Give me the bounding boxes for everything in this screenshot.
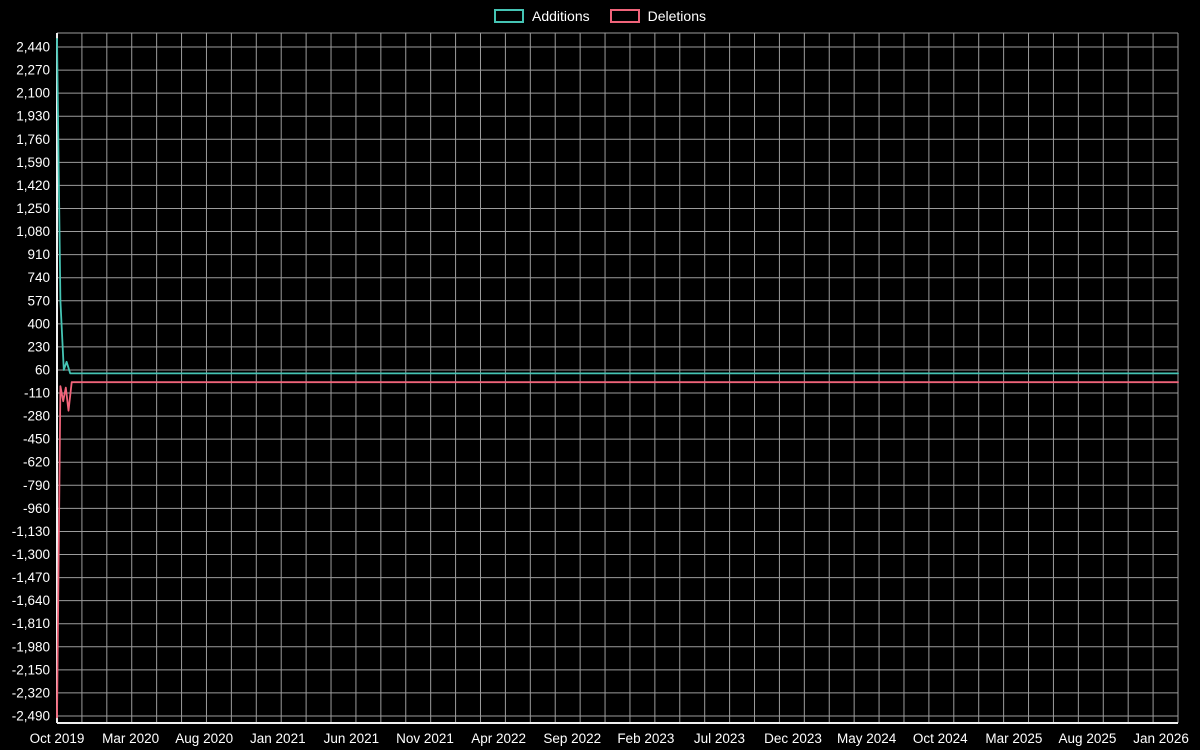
x-tick-label: Feb 2023 (617, 731, 674, 746)
x-tick-label: Jan 2021 (250, 731, 306, 746)
x-tick-label: Sep 2022 (543, 731, 601, 746)
y-tick-label: -2,150 (12, 662, 50, 677)
y-tick-label: -960 (23, 501, 50, 516)
additions-legend-swatch (494, 9, 525, 23)
y-tick-label: -280 (23, 409, 50, 424)
y-tick-label: 1,590 (16, 155, 50, 170)
y-tick-label: -2,320 (12, 685, 50, 700)
y-tick-label: -1,810 (12, 616, 50, 631)
y-tick-label: 2,440 (16, 40, 50, 55)
y-tick-label: 400 (27, 316, 50, 331)
y-tick-label: 910 (27, 247, 50, 262)
x-tick-label: Mar 2020 (102, 731, 159, 746)
y-tick-label: -450 (23, 432, 50, 447)
y-tick-label: -1,470 (12, 570, 50, 585)
legend-item-deletions[interactable]: Deletions (609, 8, 706, 24)
y-tick-label: 230 (27, 339, 50, 354)
y-tick-label: 1,080 (16, 224, 50, 239)
x-tick-label: Aug 2020 (175, 731, 233, 746)
x-tick-label: Apr 2022 (471, 731, 526, 746)
y-tick-label: -1,300 (12, 547, 50, 562)
y-tick-label: 1,420 (16, 178, 50, 193)
y-tick-label: 740 (27, 270, 50, 285)
y-tick-label: -790 (23, 478, 50, 493)
x-tick-label: Jul 2023 (694, 731, 745, 746)
y-tick-label: 1,250 (16, 201, 50, 216)
y-tick-label: -110 (24, 386, 50, 401)
x-tick-label: Oct 2019 (30, 731, 85, 746)
x-tick-label: Oct 2024 (913, 731, 968, 746)
x-tick-label: Mar 2025 (985, 731, 1042, 746)
x-tick-label: Nov 2021 (396, 731, 454, 746)
x-tick-label: Jun 2021 (324, 731, 380, 746)
y-tick-label: 1,930 (16, 109, 50, 124)
legend-item-additions[interactable]: Additions (494, 8, 590, 24)
y-tick-label: -620 (23, 455, 50, 470)
y-tick-label: 60 (35, 362, 50, 377)
x-tick-label: Dec 2023 (764, 731, 822, 746)
y-tick-label: 1,760 (16, 132, 50, 147)
deletions-legend-label: Deletions (647, 8, 706, 24)
y-tick-label: -2,490 (12, 709, 50, 724)
chart-legend: Additions Deletions (0, 8, 1200, 24)
x-tick-label: May 2024 (837, 731, 897, 746)
additions-legend-label: Additions (532, 8, 590, 24)
deletions-legend-swatch (609, 9, 640, 23)
x-tick-label: Aug 2025 (1059, 731, 1117, 746)
y-tick-label: 2,100 (16, 86, 50, 101)
y-tick-label: 570 (27, 293, 50, 308)
y-tick-label: 2,270 (16, 63, 50, 78)
x-tick-label: Jan 2026 (1133, 731, 1189, 746)
additions-line (56, 38, 1179, 375)
y-tick-label: -1,980 (12, 639, 50, 654)
y-tick-label: -1,130 (12, 524, 50, 539)
y-tick-label: -1,640 (12, 593, 50, 608)
deletions-line (56, 381, 1179, 719)
